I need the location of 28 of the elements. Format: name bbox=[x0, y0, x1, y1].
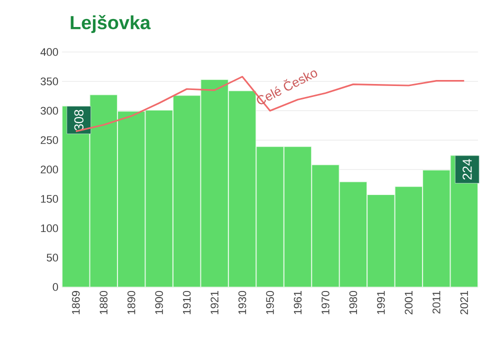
y-tick-label: 200 bbox=[40, 166, 58, 174]
text: Celé Česko bbox=[256, 70, 318, 104]
y-tick-label: 400 bbox=[40, 48, 58, 56]
chart-title: Lejšovka bbox=[70, 14, 151, 34]
data-label: 224 bbox=[462, 158, 472, 180]
y-tick-label: 250 bbox=[40, 136, 58, 144]
x-tick-label: 1980 bbox=[349, 290, 358, 314]
x-tick-label: 1890 bbox=[127, 290, 136, 314]
x-tick-label: 1880 bbox=[100, 290, 108, 314]
x-tick-label: 1961 bbox=[294, 291, 302, 314]
y-tick-label: 50 bbox=[46, 254, 58, 262]
y-tick-label: 150 bbox=[41, 195, 58, 203]
y-tick-label: 0 bbox=[52, 283, 58, 291]
y-tick-label: 100 bbox=[41, 224, 58, 232]
x-tick-label: 2001 bbox=[404, 291, 413, 314]
y-tick-label: 300 bbox=[40, 106, 58, 115]
x-tick-label: 1950 bbox=[266, 290, 274, 314]
x-tick-label: 2021 bbox=[460, 291, 468, 314]
x-tick-label: 1991 bbox=[377, 291, 385, 314]
x-tick-label: 1900 bbox=[155, 290, 163, 314]
x-tick-label: 1930 bbox=[238, 290, 246, 314]
x-tick-label: 2011 bbox=[432, 291, 440, 314]
x-tick-label: 1910 bbox=[182, 290, 191, 314]
y-tick-label: 350 bbox=[40, 78, 58, 86]
data-label: 308 bbox=[74, 110, 84, 130]
x-tick-label: 1869 bbox=[72, 291, 80, 314]
x-tick-label: 1970 bbox=[322, 290, 330, 314]
x-tick-label: 1921 bbox=[210, 291, 218, 314]
